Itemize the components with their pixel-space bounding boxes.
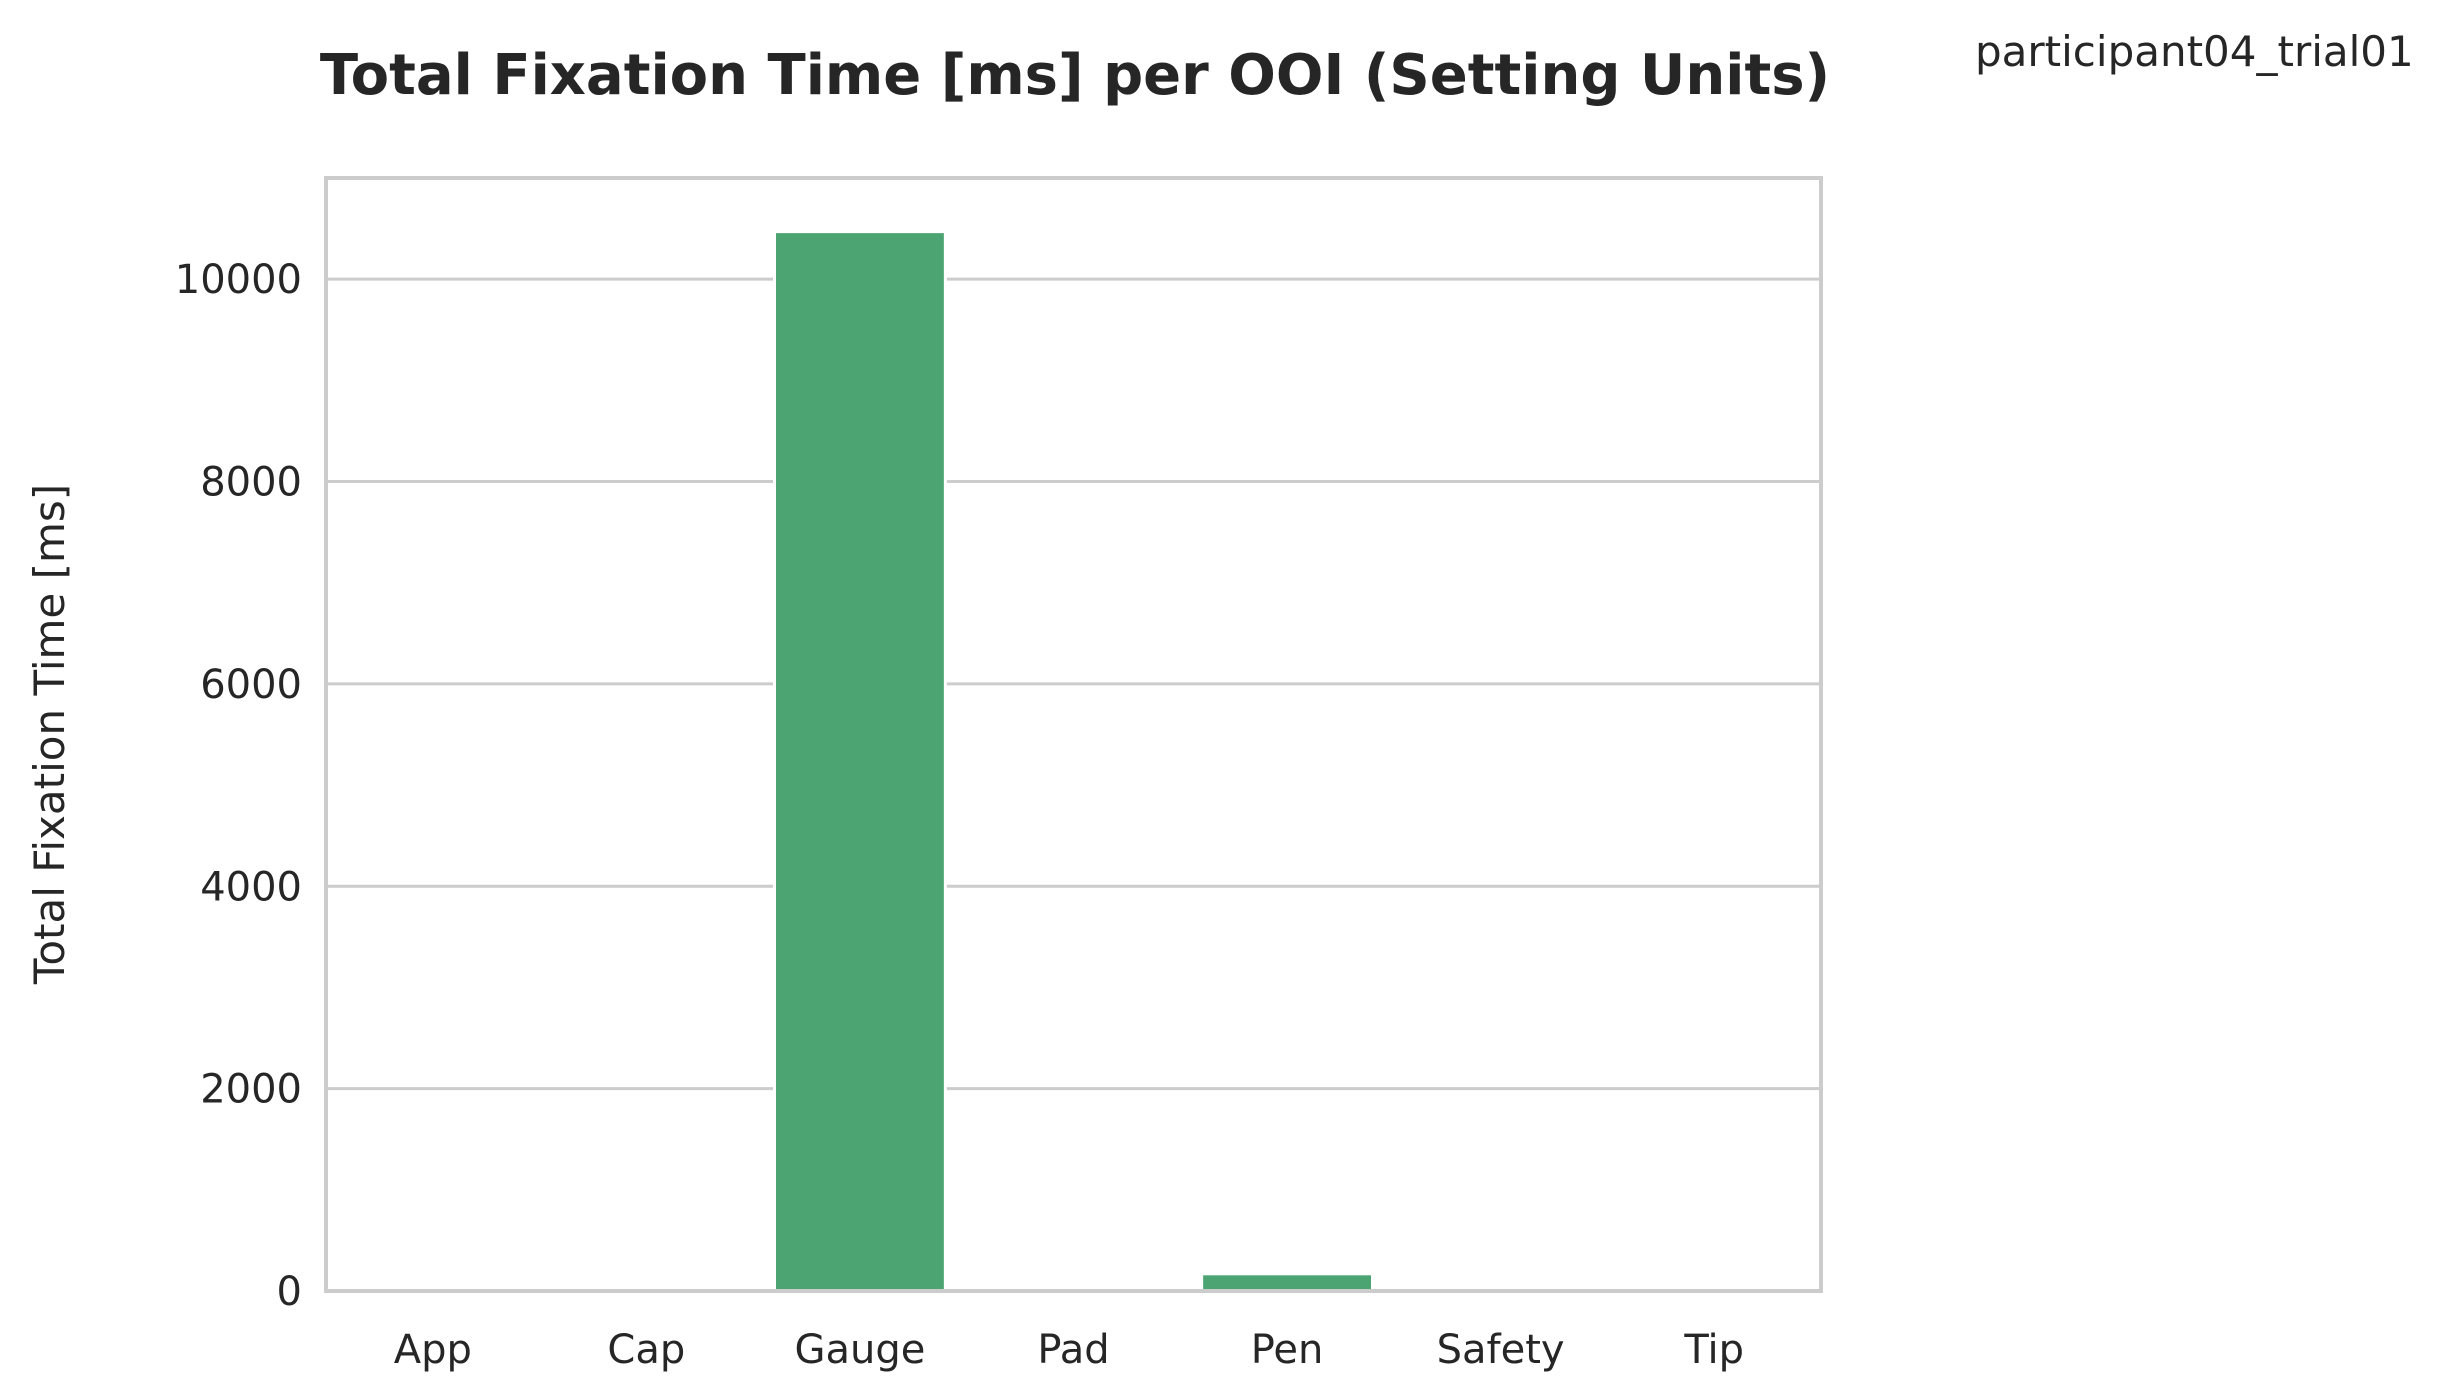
x-tick-label-gauge: Gauge [794,1327,925,1373]
y-tick-labels: 0 2000 4000 6000 8000 10000 [175,257,302,1315]
y-tick-label: 4000 [200,864,302,910]
chart-subtitle: participant04_trial01 [1975,27,2414,76]
y-tick-label: 10000 [175,257,302,303]
x-tick-label-pad: Pad [1037,1327,1109,1373]
gridlines [326,277,1821,1293]
y-tick-label: 0 [277,1269,302,1315]
x-tick-label-app: App [394,1327,472,1373]
y-tick-label: 8000 [200,460,302,506]
x-tick-label-pen: Pen [1251,1327,1324,1373]
y-tick-label: 2000 [200,1067,302,1113]
x-tick-label-cap: Cap [607,1327,685,1373]
y-tick-label: 6000 [200,662,302,708]
y-axis-label: Total Fixation Time [ms] [25,484,74,985]
x-tick-labels: App Cap Gauge Pad Pen Safety Tip [394,1327,1744,1373]
bar-pen [1200,1272,1374,1293]
chart-title: Total Fixation Time [ms] per OOI (Settin… [320,43,1830,108]
x-tick-label-tip: Tip [1683,1327,1744,1373]
plot-frame [324,176,1823,1293]
bar-gauge [773,230,947,1293]
x-tick-label-safety: Safety [1437,1327,1565,1373]
bars [773,230,1374,1293]
